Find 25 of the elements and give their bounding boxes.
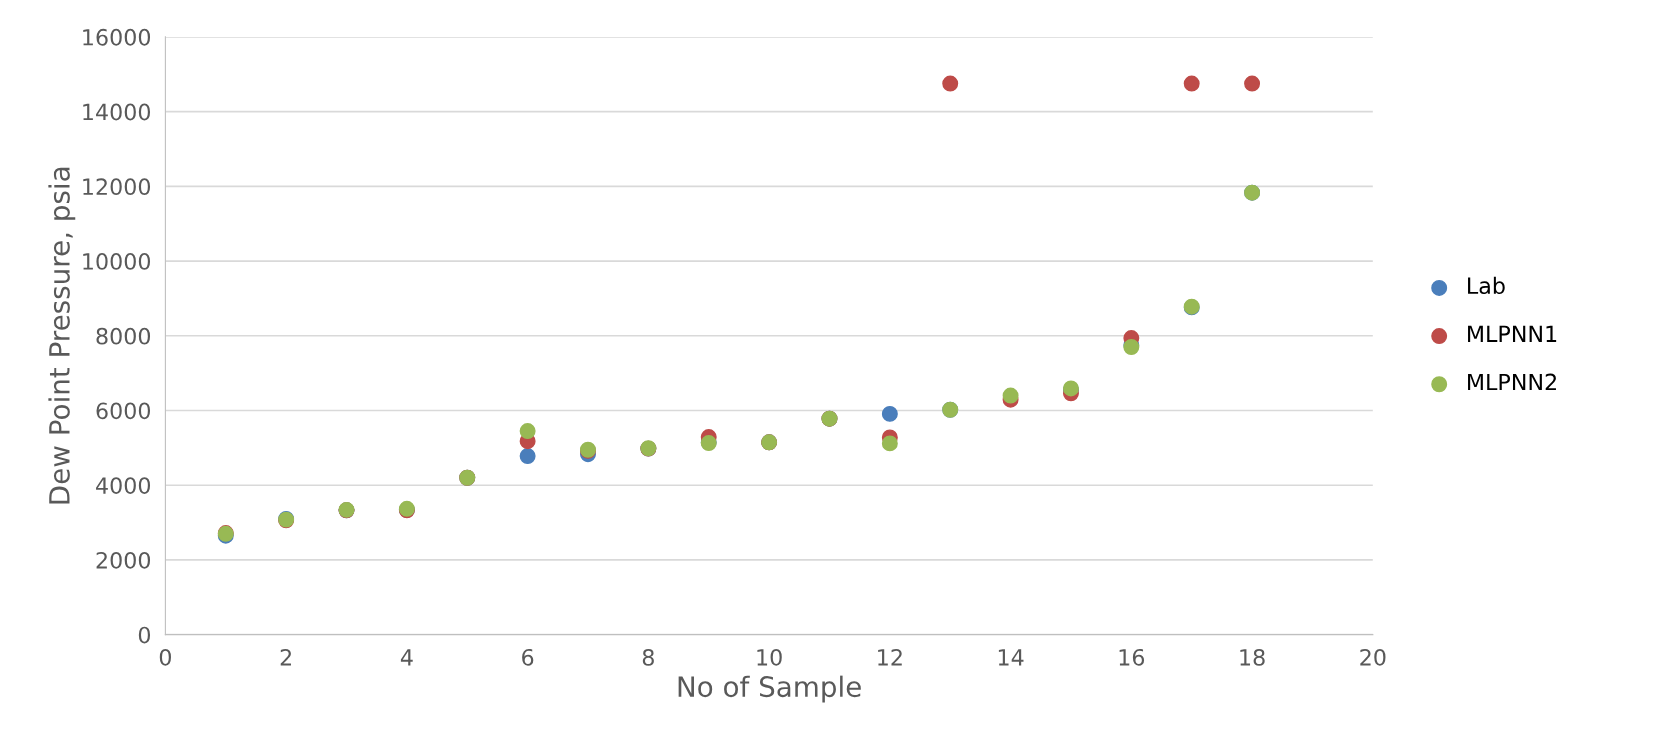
y-tick-label: 14000 [83, 103, 151, 121]
y-tick-label: 10000 [83, 253, 151, 270]
y-tick-label: 6000 [96, 402, 151, 420]
x-tick-label: 6 [522, 648, 534, 666]
x-tick-label: 20 [1360, 648, 1386, 666]
legend-label: MLPNN2 [1468, 373, 1556, 391]
x-axis-title: No of Sample [678, 675, 861, 703]
legend-label: MLPNN1 [1468, 325, 1557, 342]
y-tick-label: 4000 [96, 477, 151, 494]
x-tick-label: 8 [642, 648, 654, 666]
x-tick-label: 14 [998, 649, 1024, 666]
y-tick-label: 0 [138, 626, 151, 644]
y-tick-label: 2000 [96, 551, 151, 569]
y-axis-title: Dew Point Pressure, psia [48, 167, 76, 504]
x-tick-label: 10 [757, 648, 782, 666]
x-tick-label: 16 [1119, 648, 1145, 666]
x-tick-label: 0 [159, 648, 171, 666]
x-tick-label: 18 [1240, 648, 1265, 666]
legend-label: Lab [1468, 276, 1505, 295]
y-tick-label: 16000 [83, 28, 151, 46]
y-tick-label: 8000 [96, 327, 151, 345]
x-tick-label: 2 [280, 648, 291, 666]
x-tick-label: 4 [400, 649, 413, 666]
y-tick-label: 12000 [83, 178, 151, 196]
x-tick-label: 12 [878, 648, 902, 666]
